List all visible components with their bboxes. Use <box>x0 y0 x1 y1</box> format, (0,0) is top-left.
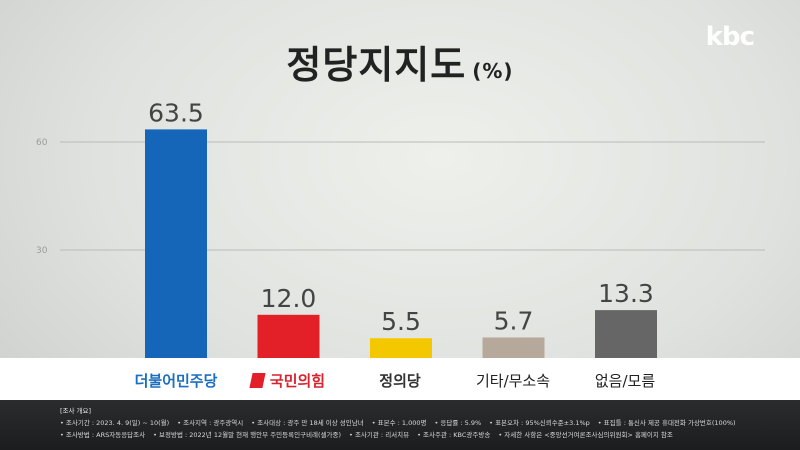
kbc-logo: kbc <box>705 22 755 52</box>
survey-overview-item: • 보정방법 : 2022년 12월말 현재 행안부 주민등록인구비례(셀가중) <box>153 431 342 439</box>
survey-overview-item: • 조사대상 : 광주 만 18세 이상 성인남녀 <box>251 419 364 427</box>
category-label-text: 기타/무소속 <box>475 372 551 390</box>
category-label-text: 없음/모름 <box>594 372 656 390</box>
survey-overview-item: • 조사기관 : 리서치뷰 <box>349 431 410 439</box>
category-label-ppp: 국민의힘 <box>223 370 353 391</box>
value-label-5: 13.3 <box>598 279 654 308</box>
unit-label: (%) <box>472 59 514 83</box>
category-label-none: 없음/모름 <box>560 370 690 391</box>
survey-overview-item: • 조사방법 : ARS자동응답조사 <box>60 431 146 439</box>
bar-2 <box>257 314 320 358</box>
survey-overview-item: • 조사지역 : 광주광역시 <box>177 419 244 427</box>
chart-title-text: 정당지지도 <box>286 43 467 87</box>
survey-overview-item: • 조사기간 : 2023. 4. 9(일) ~ 10(월) <box>60 419 170 427</box>
category-label-justice: 정의당 <box>335 370 465 391</box>
value-label-2: 12.0 <box>261 284 317 313</box>
bar-chart: 30 60 63.5 12.0 5.5 5.7 13.3 <box>36 98 765 358</box>
survey-overview-item: • 표본수 : 1,000명 <box>371 419 427 427</box>
bar-5 <box>595 310 657 358</box>
bar-1 <box>145 129 207 358</box>
value-label-3: 5.5 <box>381 307 421 336</box>
y-tick-label: 60 <box>36 138 48 148</box>
survey-overview-item: • 표집틀 : 통신사 제공 휴대전화 가상번호(100%) <box>597 419 736 427</box>
value-label-1: 63.5 <box>148 98 204 127</box>
category-label-other: 기타/무소속 <box>448 370 578 391</box>
category-label-text: 더불어민주당 <box>134 372 218 390</box>
category-label-text: 국민의힘 <box>269 372 326 390</box>
bar-4 <box>482 337 545 358</box>
y-tick-label: 30 <box>36 246 48 256</box>
survey-overview-heading: [조사 개요] <box>60 407 92 415</box>
survey-overview-line-2: • 조사방법 : ARS자동응답조사 • 보정방법 : 2022년 12월말 현재… <box>60 429 800 441</box>
survey-overview-footer: [조사 개요] • 조사기간 : 2023. 4. 9(일) ~ 10(월) • … <box>0 400 800 450</box>
chart-title: 정당지지도 (%) <box>0 34 800 89</box>
value-label-4: 5.7 <box>494 306 534 335</box>
survey-overview-item: • 표본오차 : 95%신뢰수준±3.1%p <box>489 419 590 427</box>
category-label-text: 정의당 <box>379 372 421 390</box>
category-label-democratic: 더불어민주당 <box>111 370 241 391</box>
survey-overview-line-1: • 조사기간 : 2023. 4. 9(일) ~ 10(월) • 조사지역 : 광… <box>60 417 800 429</box>
category-label-strip: 더불어민주당 국민의힘 정의당 기타/무소속 없음/모름 <box>0 358 800 400</box>
ppp-logo-icon <box>249 373 266 388</box>
survey-overview-item: • 조사주관 : KBC광주방송 <box>417 431 491 439</box>
bar-3 <box>370 338 432 358</box>
survey-overview-item: • 응답률 : 5.9% <box>434 419 482 427</box>
survey-overview-item: • 자세한 사항은 <중앙선거여론조사심의위원회> 홈페이지 참조 <box>498 431 673 439</box>
